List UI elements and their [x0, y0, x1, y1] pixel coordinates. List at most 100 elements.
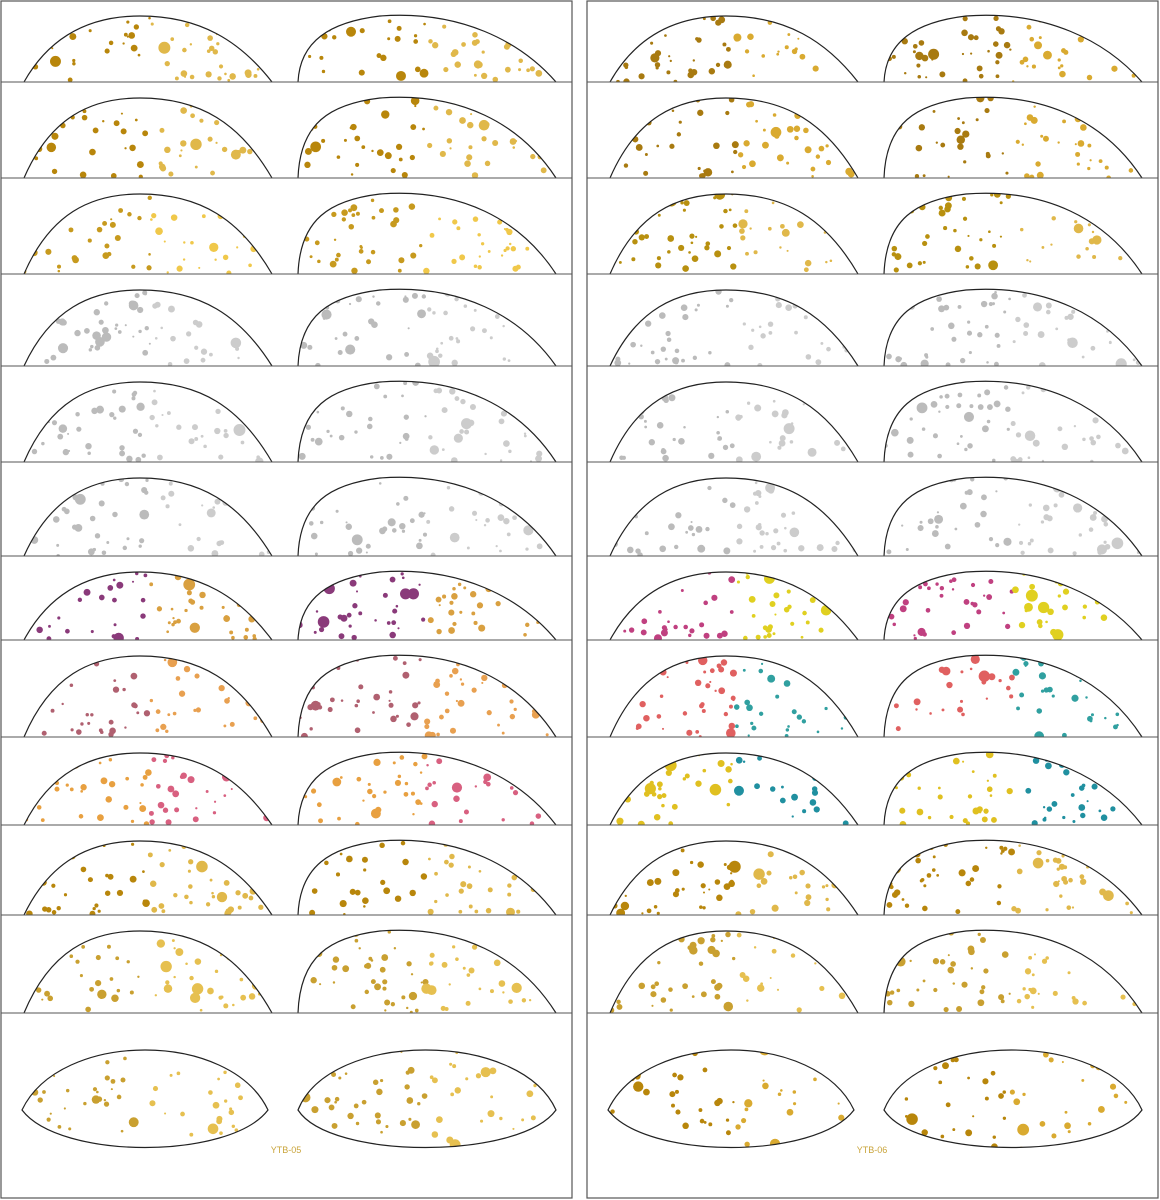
sticker-dot	[114, 234, 121, 241]
sticker-dot	[1089, 514, 1097, 521]
sticker-dot	[885, 766, 892, 773]
sticker-dot	[635, 548, 641, 554]
eye-outline	[23, 840, 273, 916]
sticker-dot	[132, 703, 138, 709]
sticker-dot	[312, 843, 322, 853]
sticker-dot	[436, 758, 443, 765]
sticker-dot	[429, 961, 434, 965]
sticker-dot	[467, 121, 474, 129]
sticker-dot	[897, 572, 901, 576]
sticker-dot	[641, 618, 648, 625]
sticker-dot	[173, 892, 178, 898]
sticker-dot	[162, 758, 168, 763]
sticker-dot	[481, 328, 487, 334]
sticker-dot	[947, 175, 950, 178]
sticker-dot	[307, 344, 313, 350]
sticker-dot	[413, 39, 419, 44]
sticker-dot	[1134, 327, 1141, 334]
sticker-dot	[372, 295, 375, 298]
sticker-dot	[1098, 944, 1106, 952]
sticker-dot	[1006, 788, 1013, 795]
sticker-dot	[1003, 41, 1011, 49]
sticker-dot	[1123, 496, 1130, 502]
sticker-dot	[346, 15, 351, 21]
sticker-dot	[176, 265, 183, 272]
sticker-dot	[843, 225, 855, 237]
sticker-dot	[944, 543, 951, 550]
sticker-dot	[431, 1131, 439, 1138]
sticker-dot	[915, 857, 921, 864]
sticker-dot	[725, 1130, 731, 1136]
sticker-dot	[384, 152, 392, 160]
sticker-dot	[906, 1113, 918, 1125]
sticker-dot	[145, 769, 152, 776]
sticker-dot	[751, 328, 755, 332]
sticker-dot	[1067, 971, 1071, 975]
sticker-dot	[909, 941, 915, 947]
sticker-dot	[986, 361, 989, 364]
sticker-dot	[840, 446, 846, 452]
sticker-dot	[388, 699, 391, 702]
sticker-dot	[44, 290, 56, 299]
sticker-dot	[199, 198, 206, 205]
sticker-dot	[626, 546, 634, 554]
sticker-dot	[807, 447, 817, 457]
sticker-dot	[264, 1134, 268, 1137]
sticker-dot	[624, 894, 627, 898]
sticker-dot	[209, 352, 213, 357]
sticker-dot	[1105, 1050, 1110, 1054]
sticker-dot	[918, 585, 923, 590]
sticker-dot	[237, 356, 240, 360]
sticker-dot	[499, 549, 502, 553]
sticker-dot	[538, 222, 541, 225]
sticker-dot	[492, 76, 499, 82]
sticker-dot	[859, 125, 865, 131]
sticker-dot	[355, 162, 360, 167]
sticker-dot	[961, 196, 966, 201]
sticker-dot	[713, 196, 717, 200]
sticker-dot	[45, 1139, 48, 1143]
sticker-dot	[961, 52, 965, 56]
sticker-dot	[830, 308, 836, 314]
eye-outline	[297, 1049, 557, 1149]
sticker-dot	[667, 235, 675, 242]
sticker-dot	[351, 534, 363, 546]
sticker-dot	[523, 525, 534, 536]
sticker-dot	[369, 455, 374, 459]
sticker-dot	[128, 300, 139, 311]
eye-outline	[883, 1049, 1143, 1149]
sticker-dot	[539, 29, 552, 42]
sticker-dot	[643, 1088, 650, 1096]
sticker-dot	[355, 590, 359, 593]
sticker-dot	[83, 588, 91, 596]
sticker-dot	[838, 1114, 845, 1121]
sticker-dot	[526, 1090, 534, 1098]
sticker-dot	[108, 780, 116, 788]
sticker-dot	[525, 246, 530, 251]
sticker-dot	[548, 806, 554, 812]
sticker-dot	[618, 672, 624, 679]
sticker-dot	[455, 337, 459, 340]
sticker-dot	[102, 120, 105, 123]
sticker-dot	[836, 1070, 842, 1076]
sticker-dot	[376, 53, 382, 59]
sticker-dot	[799, 1050, 807, 1053]
sticker-dot	[439, 714, 444, 720]
sticker-dot	[155, 728, 160, 733]
sticker-dot	[536, 407, 540, 410]
sticker-dot	[674, 348, 680, 354]
sticker-dot	[959, 435, 963, 438]
sticker-dot	[448, 335, 454, 341]
eye-outline	[297, 839, 557, 916]
sticker-dot	[1090, 207, 1097, 215]
sticker-dot	[976, 806, 983, 813]
sticker-dot	[500, 19, 508, 27]
sticker-dot	[1061, 854, 1065, 858]
sticker-dot	[248, 780, 252, 784]
sticker-dot	[1107, 664, 1111, 668]
sticker-dot	[165, 980, 170, 985]
sticker-dot	[173, 975, 176, 979]
sticker-dot	[149, 819, 155, 825]
sticker-dot	[784, 526, 787, 530]
sticker-dot	[779, 797, 786, 804]
